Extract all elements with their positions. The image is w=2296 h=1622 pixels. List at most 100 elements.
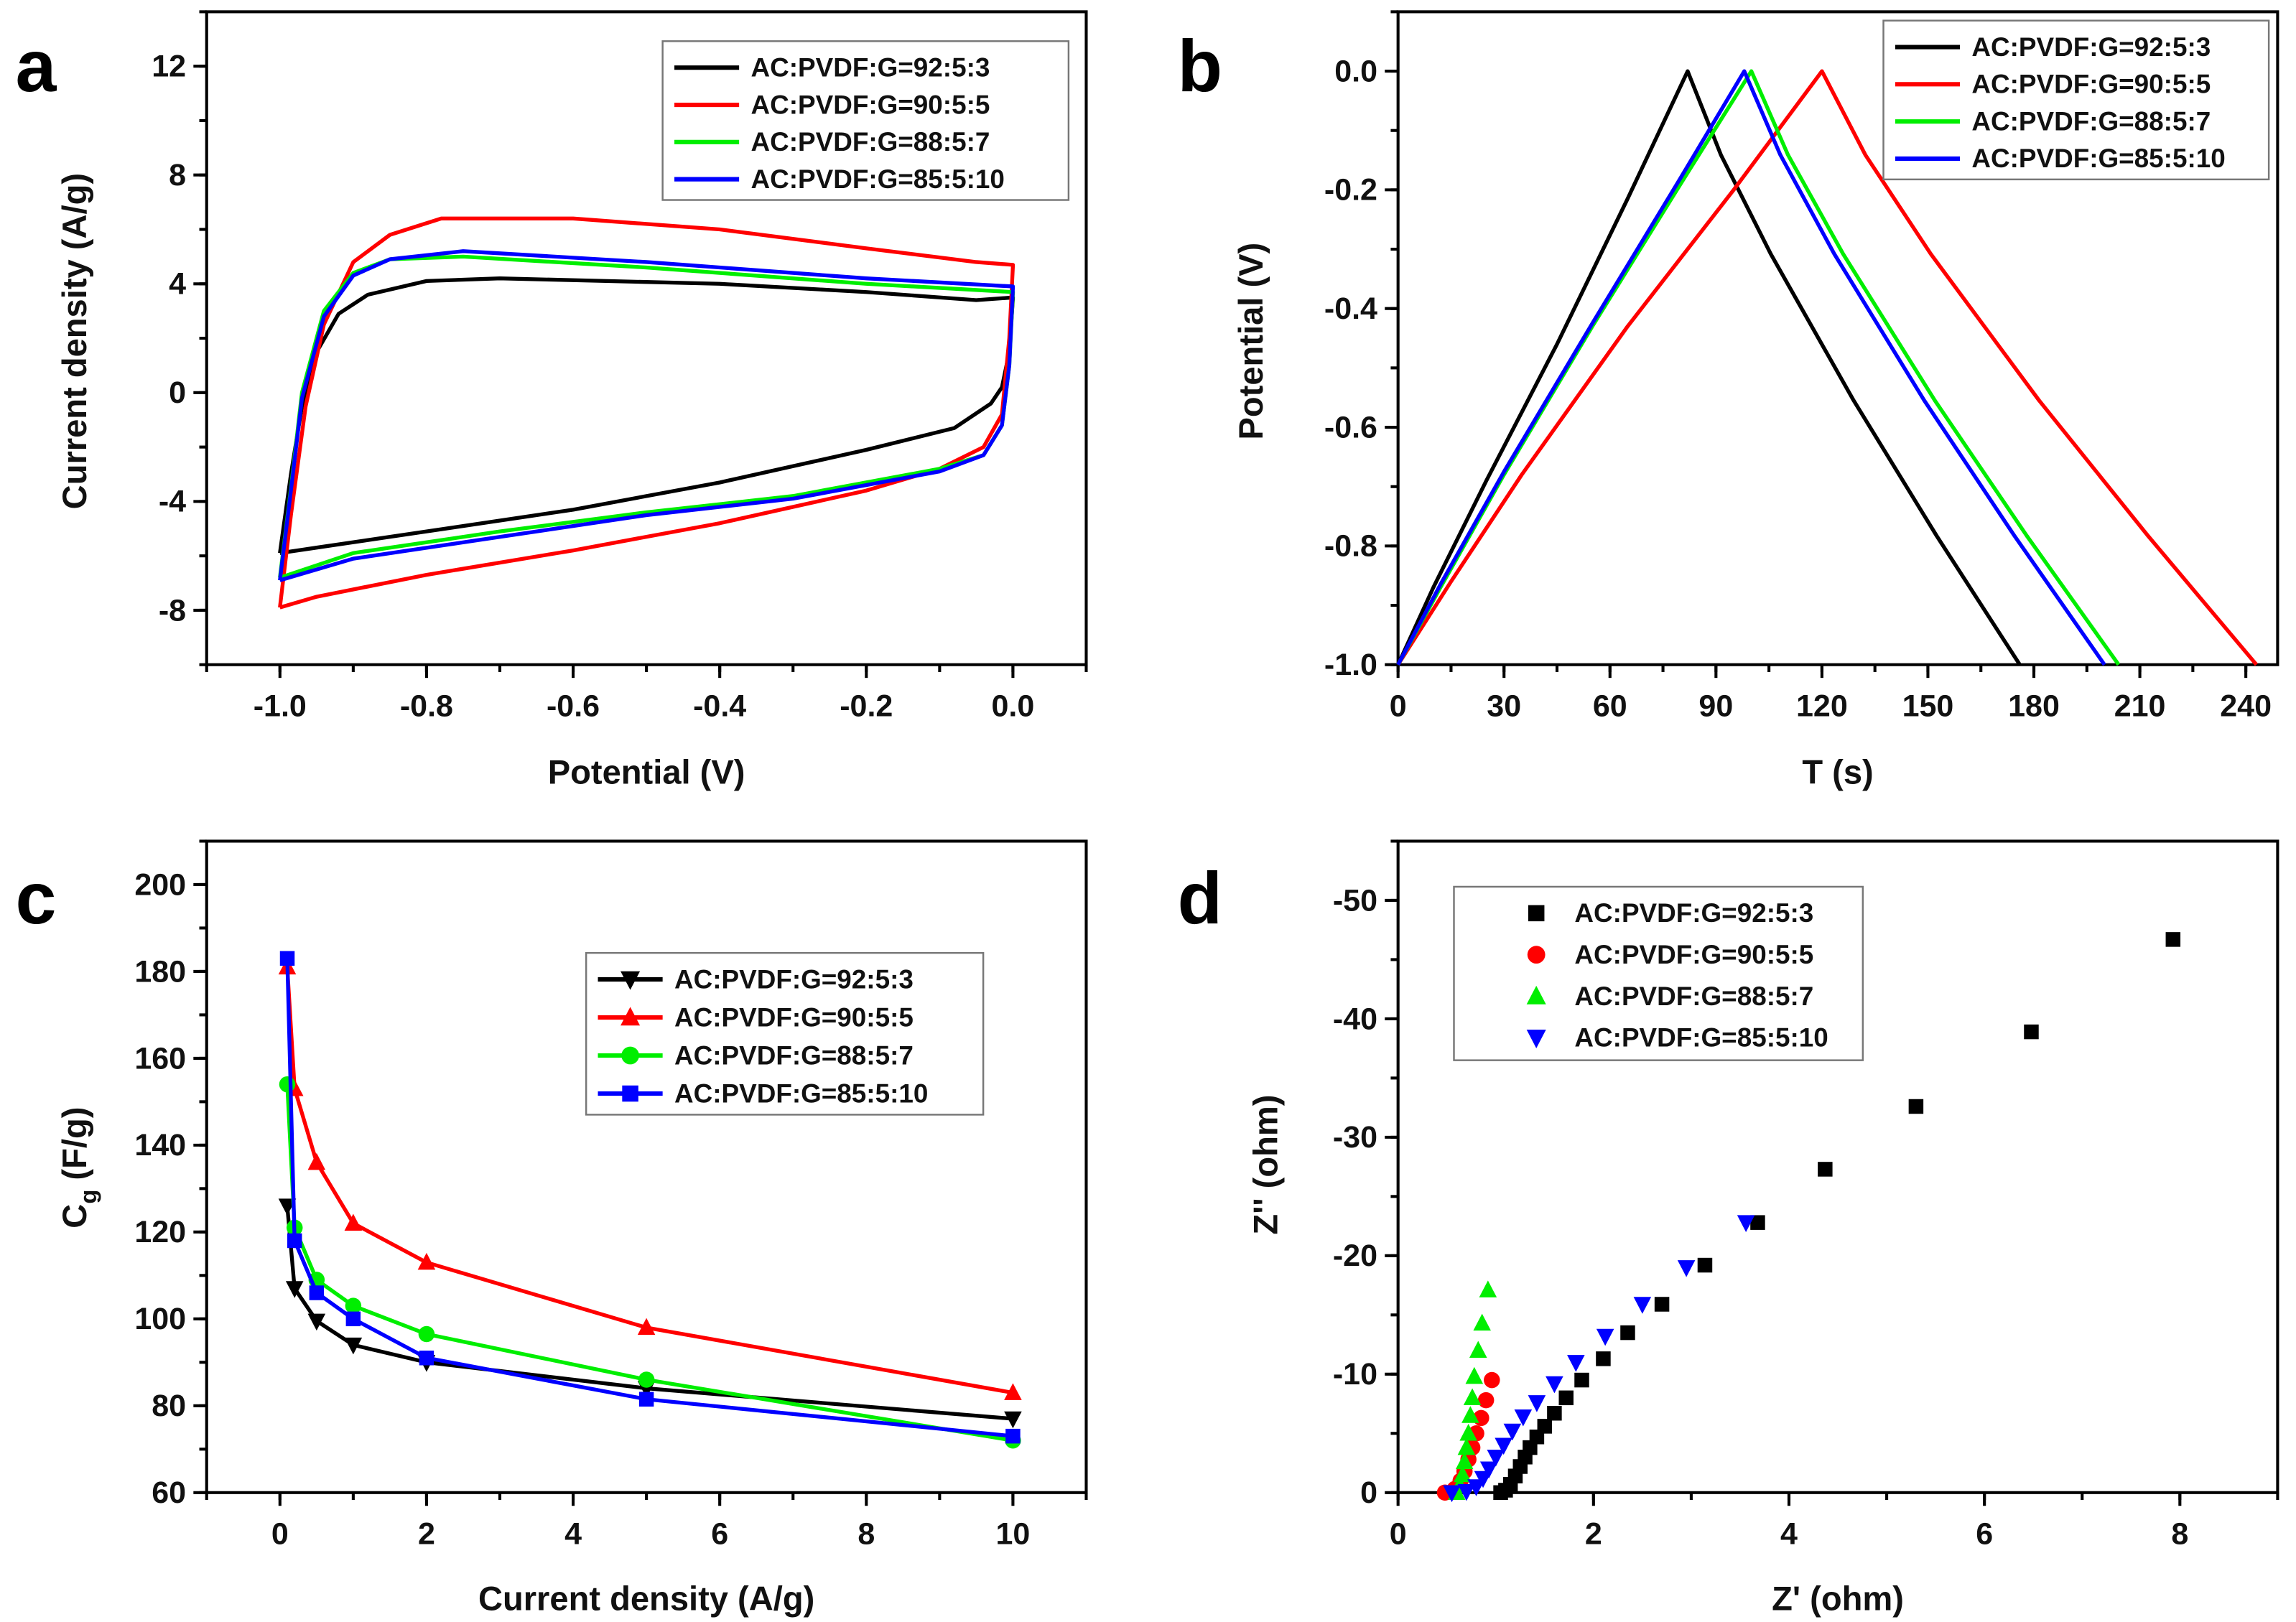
- panel-d: 0 2 4 6 80-10-20-30-40-50 AC:PVDF:G=92:5:3AC:…: [1333, 839, 2279, 1551]
- panel-a-x-tick-label: -0.4: [693, 689, 746, 723]
- panel-d-data-point: [1477, 1392, 1495, 1409]
- panel-d-series-3: [1443, 1215, 1755, 1503]
- panel-d-x-tick-label: 4: [1780, 1516, 1798, 1551]
- panel-d-legend-label: AC:PVDF:G=90:5:5: [1574, 940, 1813, 969]
- panel-c-data-point: [419, 1351, 434, 1366]
- panel-b-legend-item: AC:PVDF:G=90:5:5: [1895, 70, 2211, 99]
- panel-d-data-point: [1750, 1215, 1765, 1230]
- panel-d-y-tick-label: -30: [1333, 1120, 1377, 1155]
- panel-c-legend-item: AC:PVDF:G=85:5:10: [598, 1078, 928, 1108]
- panel-c-legend-label: AC:PVDF:G=92:5:3: [674, 964, 914, 994]
- panel-b-x-tick-label: 30: [1487, 689, 1521, 723]
- panel-b-legend-item: AC:PVDF:G=92:5:3: [1895, 32, 2211, 62]
- panel-c-data-point: [1005, 1428, 1021, 1444]
- panel-d-xlabel: Z' (ohm): [1772, 1580, 1904, 1618]
- panel-b-x-tick-label: 0: [1390, 689, 1407, 723]
- panel-b-xlabel: T (s): [1802, 753, 1873, 791]
- panel-d-data-point: [1558, 1390, 1574, 1406]
- panel-a-legend-item: AC:PVDF:G=85:5:10: [674, 164, 1005, 194]
- panel-c-y-tick-label: 100: [134, 1302, 186, 1336]
- panel-a: -1.0 -0.8 -0.6 -0.4 -0.2 0.0 -8 -4 0 4 8 12 AC:PVDF:…: [152, 10, 1088, 723]
- panel-c-data-point: [285, 1281, 304, 1298]
- panel-c-data-point: [417, 1252, 436, 1270]
- panel-b-x-tick-label: 60: [1593, 689, 1627, 723]
- panel-d-data-point: [1493, 1485, 1508, 1501]
- panel-d-data-point: [1818, 1162, 1833, 1177]
- panel-d-data-point: [1457, 1483, 1476, 1501]
- panel-c-data-point: [345, 1311, 361, 1327]
- panel-a-x-tick-label: -1.0: [254, 689, 307, 723]
- panel-c-data-point: [418, 1325, 435, 1343]
- panel-c-data-point: [1004, 1411, 1022, 1429]
- panel-d-legend-marker: [1527, 946, 1546, 964]
- panel-letter-a: a: [16, 24, 57, 107]
- panel-b-y-tick-label: -0.8: [1324, 529, 1377, 564]
- panel-c-xlabel: Current density (A/g): [478, 1580, 814, 1618]
- panel-c-legend-marker: [621, 1046, 639, 1065]
- panel-a-series-line: [278, 276, 1015, 555]
- panel-c-y-tick-label: 160: [134, 1041, 186, 1076]
- panel-d-data-point: [1465, 1366, 1484, 1384]
- panel-d-data-point: [1574, 1372, 1589, 1388]
- panel-c-y-tick-label: 60: [152, 1476, 186, 1510]
- panel-d-legend-item: AC:PVDF:G=92:5:3: [1528, 898, 1813, 928]
- panel-d-legend-label: AC:PVDF:G=85:5:10: [1574, 1023, 1828, 1053]
- panel-d-data-point: [1528, 1395, 1546, 1412]
- panel-a-legend-label: AC:PVDF:G=92:5:3: [751, 52, 990, 82]
- panel-letter-c: c: [16, 857, 57, 939]
- panel-b-y-tick-label: -0.2: [1324, 173, 1377, 208]
- panel-d-data-point: [1459, 1423, 1477, 1441]
- panel-a-y-tick-label: 0: [169, 376, 186, 410]
- panel-a-legend: AC:PVDF:G=92:5:3 AC:PVDF:G=90:5:5 AC:PVDF:…: [661, 40, 1070, 201]
- panel-d-y-tick-label: -50: [1333, 883, 1377, 918]
- panel-b-x-tick-label: 240: [2220, 689, 2272, 723]
- panel-b-series-1: [1396, 69, 2258, 666]
- panel-c-legend-label: AC:PVDF:G=88:5:7: [674, 1040, 914, 1070]
- panel-c-data-point: [307, 1313, 326, 1331]
- panel-d-y-tick-label: 0: [1360, 1476, 1377, 1510]
- panel-c-y-tick-label: 200: [134, 867, 186, 902]
- panel-d-x-tick-label: 6: [1976, 1516, 1993, 1551]
- panel-letter-b: b: [1177, 24, 1222, 107]
- panel-b-legend-label: AC:PVDF:G=92:5:3: [1971, 32, 2211, 62]
- panel-c-y-tick-label: 80: [152, 1389, 186, 1423]
- panel-a-series-line: [278, 254, 1015, 579]
- panel-a-x-tick-label: -0.8: [400, 689, 453, 723]
- panel-a-series-2: [278, 254, 1015, 579]
- panel-b-legend-label: AC:PVDF:G=90:5:5: [1971, 70, 2211, 99]
- panel-a-legend-label: AC:PVDF:G=90:5:5: [751, 90, 990, 119]
- panel-c-ylabel-unit: (F/g): [55, 1107, 93, 1190]
- panel-b: 0 30 60 90 120 150 180 210 240 0.0 -0.2 -0.4 -0.6 -0.…: [1324, 10, 2279, 723]
- panel-b-x-tick-label: 210: [2114, 689, 2166, 723]
- panel-d-data-point: [1633, 1297, 1652, 1314]
- panel-c-ylabel-sub: g: [75, 1190, 101, 1204]
- panel-b-series-line: [1396, 69, 2258, 666]
- panel-c-x-tick-label: 2: [418, 1516, 435, 1551]
- panel-a-legend-item: AC:PVDF:G=92:5:3: [674, 52, 990, 82]
- panel-a-xlabel: Potential (V): [548, 753, 745, 791]
- panel-c-legend-marker: [621, 971, 641, 990]
- panel-d-frame: [1396, 839, 2279, 1494]
- panel-d-data-point: [1454, 1465, 1472, 1483]
- panel-d-legend-marker: [1526, 1030, 1546, 1048]
- panel-a-y-tick-label: -4: [159, 485, 186, 519]
- panel-b-series-3: [1396, 69, 2106, 666]
- panel-d-data-point: [1469, 1341, 1487, 1358]
- panel-d-data-point: [2165, 932, 2181, 947]
- panel-d-data-point: [1443, 1485, 1461, 1503]
- panel-c-x-tick-label: 6: [711, 1516, 728, 1551]
- panel-d-series-0: [1493, 932, 2181, 1501]
- panel-a-legend-label: AC:PVDF:G=88:5:7: [751, 127, 990, 157]
- panel-a-legend-box: [661, 40, 1070, 201]
- panel-c-data-point: [637, 1318, 656, 1336]
- panel-d-data-point: [1547, 1406, 1562, 1421]
- panel-d-data-point: [1473, 1313, 1491, 1331]
- panel-a-y-tick-label: -8: [159, 593, 186, 628]
- panel-b-legend-label: AC:PVDF:G=88:5:7: [1971, 106, 2211, 136]
- panel-d-data-point: [1479, 1280, 1497, 1297]
- panel-b-frame: [1396, 10, 2279, 666]
- panel-d-x-tick-label: 0: [1390, 1516, 1407, 1551]
- panel-a-y-tick-label: 12: [152, 49, 186, 83]
- panel-c: 0 2 4 6 8 10 60 80 100 120 140 160 180 200 AC:PVDF:G=9…: [134, 839, 1088, 1551]
- panel-d-data-point: [1697, 1257, 1713, 1273]
